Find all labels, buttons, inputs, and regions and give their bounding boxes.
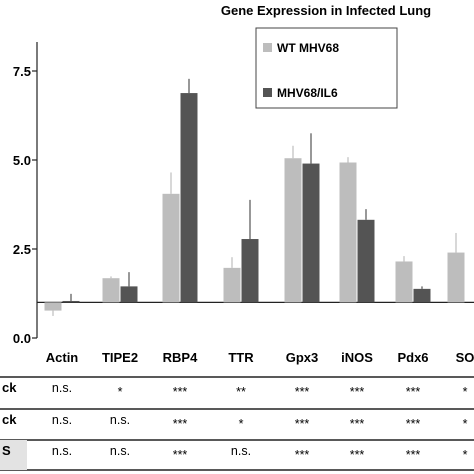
legend-box: [255, 27, 398, 109]
bar-actin-s0: [44, 302, 62, 311]
bars: [44, 78, 465, 316]
bar-inos-s1: [357, 219, 375, 303]
table-cell: ***: [350, 385, 365, 399]
y-tick-label: 7.5: [13, 64, 31, 79]
bar-pdx6-s1: [413, 288, 431, 303]
table-cell: *: [463, 448, 468, 462]
table-cell: *: [463, 417, 468, 431]
category-label: Gpx3: [286, 350, 319, 365]
y-tick-label: 2.5: [13, 242, 31, 257]
table-row-label-shade: [0, 440, 27, 470]
bar-ttr-s0: [223, 267, 241, 303]
bar-tipe2-s0: [102, 278, 120, 303]
table-cell: ***: [406, 448, 421, 462]
table-cell: n.s.: [52, 381, 72, 395]
category-label: RBP4: [163, 350, 198, 365]
table-cell: ***: [406, 385, 421, 399]
table-cell: ***: [173, 385, 188, 399]
table-cell: *: [118, 385, 123, 399]
bar-gpx3-s0: [284, 158, 302, 303]
legend-label-wt: WT MHV68: [277, 41, 339, 55]
table-cell: *: [463, 385, 468, 399]
bar-tipe2-s1: [120, 286, 138, 303]
table-cell: n.s.: [110, 444, 130, 458]
table-cell: n.s.: [231, 444, 251, 458]
table-cell: *: [239, 417, 244, 431]
legend-swatch-wt: [263, 43, 272, 52]
bar-rbp4-s0: [162, 193, 180, 303]
table-cell: **: [236, 385, 246, 399]
bar-ttr-s1: [241, 239, 259, 303]
bar-so-s0: [447, 252, 465, 303]
table-row-label: ck: [2, 380, 17, 395]
category-label: Pdx6: [397, 350, 428, 365]
y-axis: 0.0 2.5 5.0 7.5: [13, 64, 37, 346]
category-label: TIPE2: [102, 350, 138, 365]
significance-table: ck n.s. * *** ** *** *** *** *ck n.s. n.s. *** * *** *…: [0, 376, 474, 471]
bar-rbp4-s1: [180, 93, 198, 303]
table-cell: ***: [406, 417, 421, 431]
table-cell: ***: [295, 385, 310, 399]
table-cell: n.s.: [110, 413, 130, 427]
table-cell: n.s.: [52, 413, 72, 427]
table-cell: n.s.: [52, 444, 72, 458]
table-row-label: ck: [2, 412, 17, 427]
table-cell: ***: [350, 417, 365, 431]
chart-title: Gene Expression in Infected Lung: [221, 3, 431, 18]
bar-actin-s1: [62, 300, 80, 303]
table-cell: ***: [173, 448, 188, 462]
category-label: TTR: [228, 350, 254, 365]
table-cell: ***: [295, 448, 310, 462]
bar-pdx6-s0: [395, 261, 413, 303]
bar-gpx3-s1: [302, 163, 320, 303]
category-labels: Actin TIPE2 RBP4 TTR Gpx3 iNOS Pdx6 SO: [46, 350, 474, 365]
category-label: Actin: [46, 350, 79, 365]
category-label: iNOS: [341, 350, 373, 365]
y-tick-label: 0.0: [13, 331, 31, 346]
table-row-label: S: [2, 443, 11, 458]
table-cell: ***: [173, 417, 188, 431]
legend-swatch-il6: [263, 88, 272, 97]
y-tick-label: 5.0: [13, 153, 31, 168]
table-cell: ***: [350, 448, 365, 462]
bar-inos-s0: [339, 162, 357, 303]
category-label: SO: [456, 350, 474, 365]
legend: WT MHV68 MHV68/IL6: [255, 27, 398, 109]
legend-label-il6: MHV68/IL6: [277, 86, 338, 100]
table-cell: ***: [295, 417, 310, 431]
